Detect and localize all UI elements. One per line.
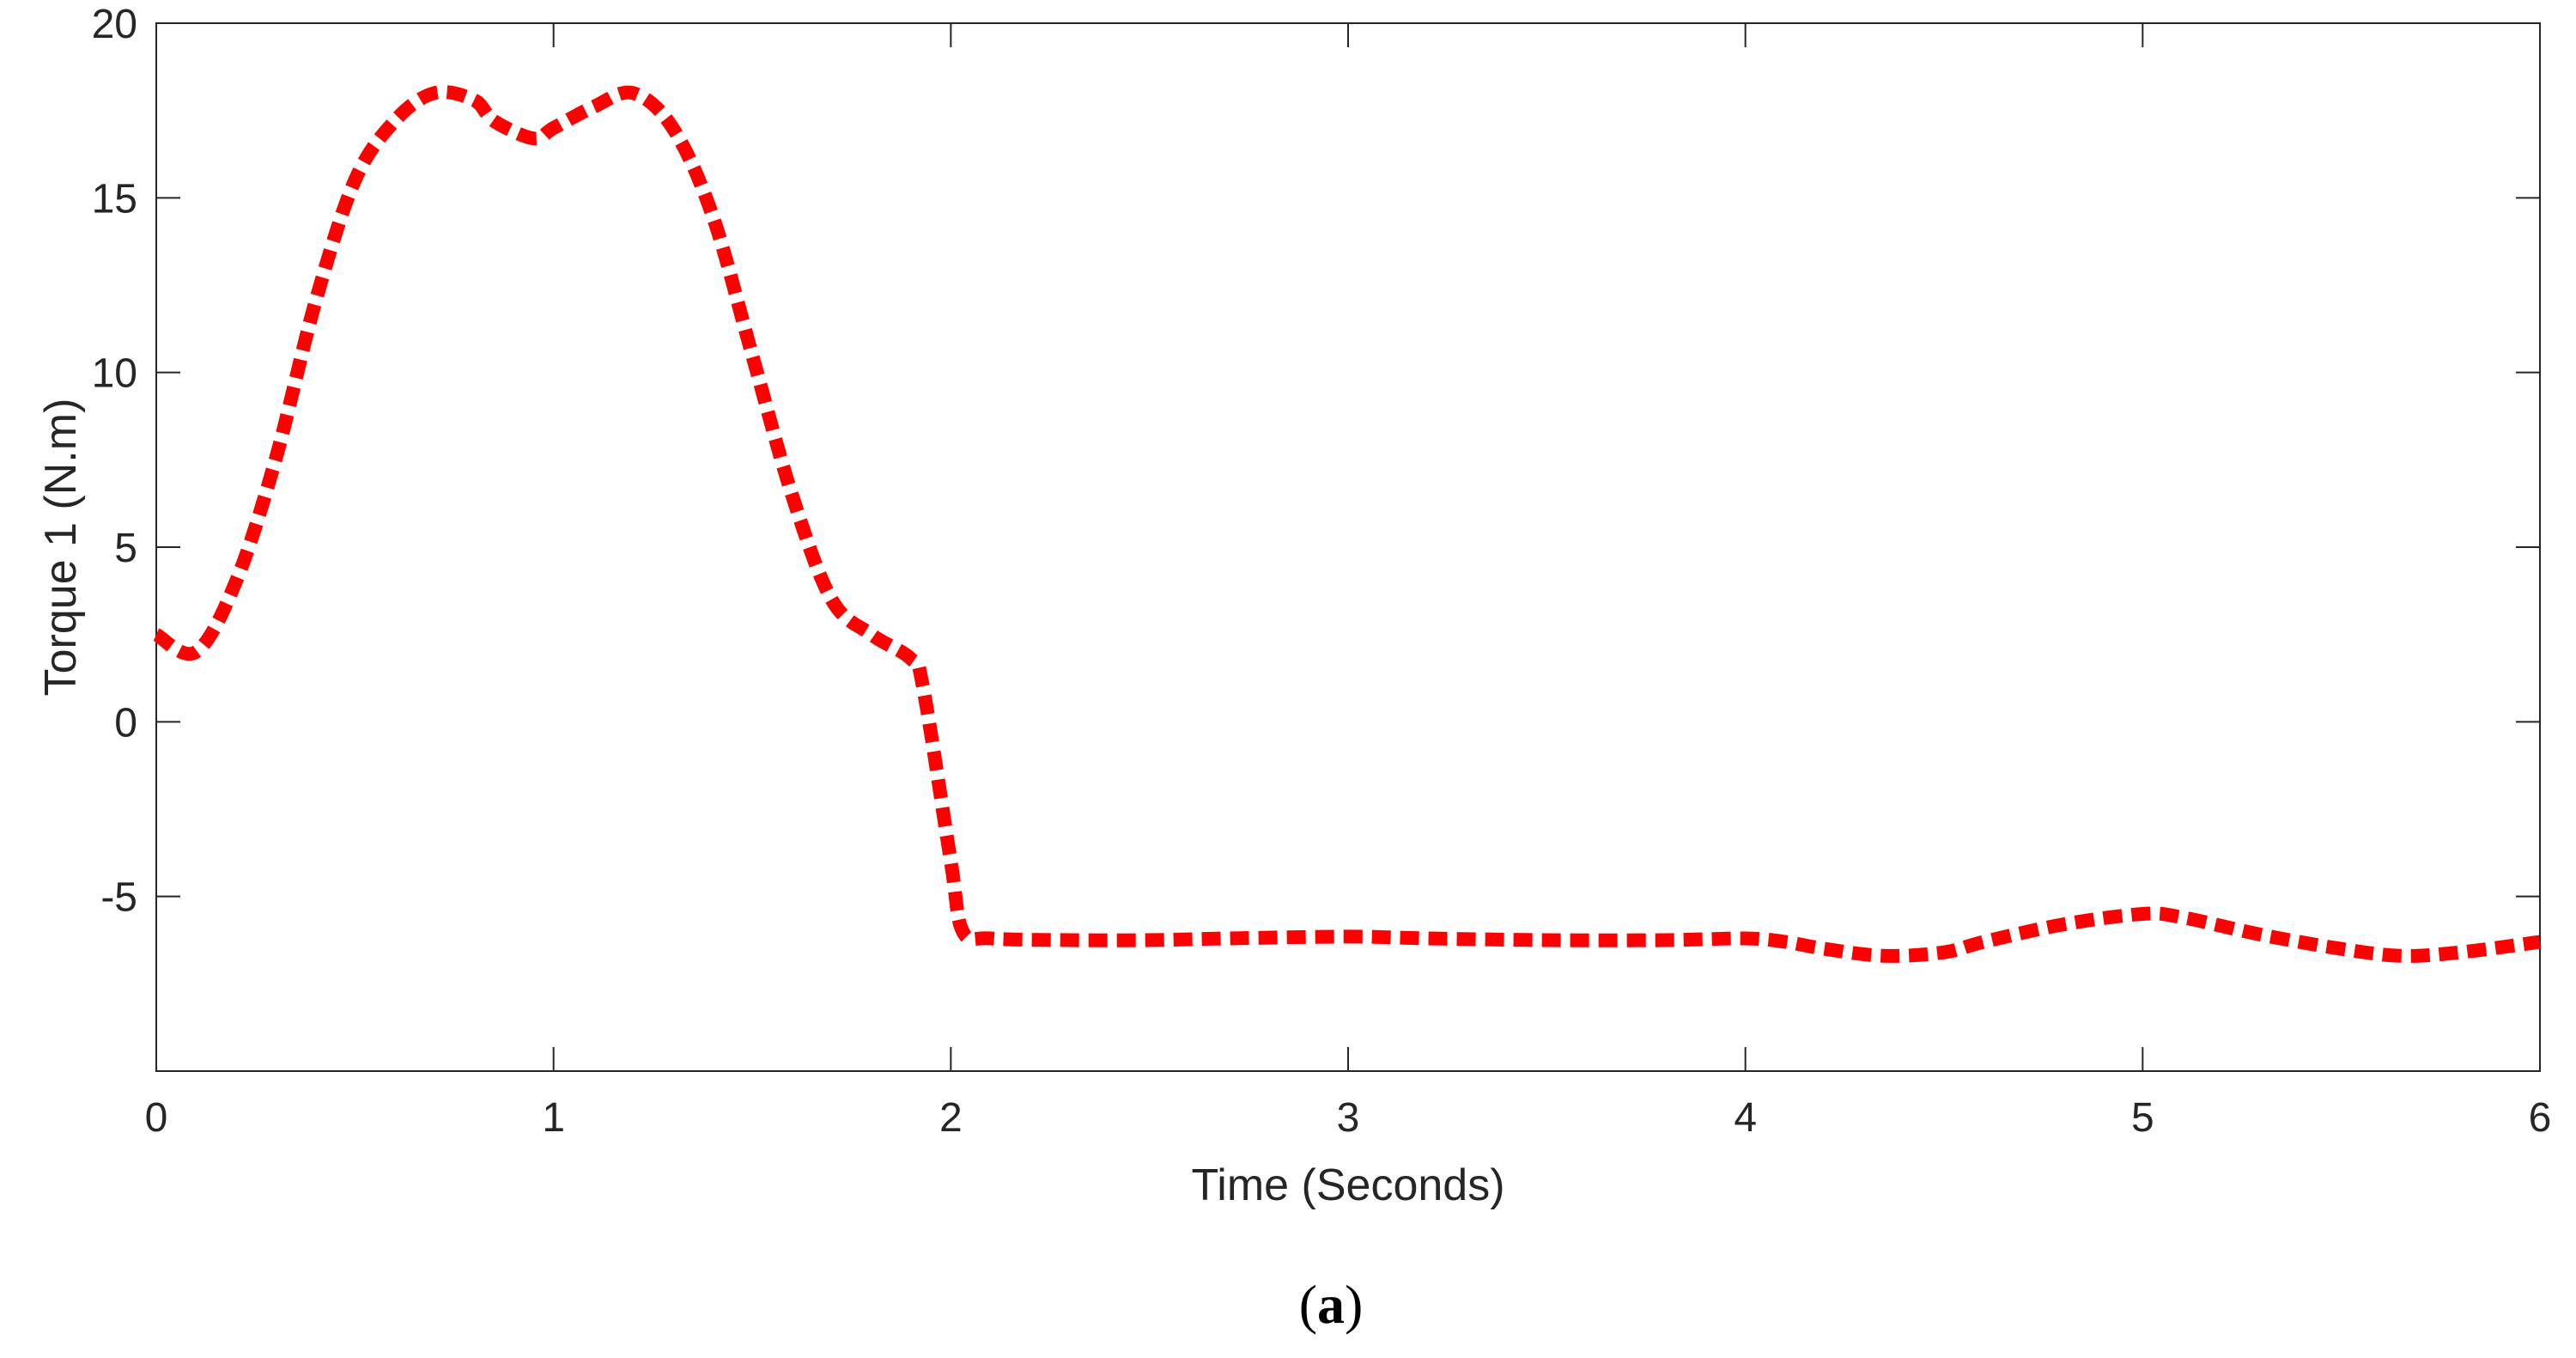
y-tick-label: 15: [92, 176, 137, 222]
series-group: [152, 85, 2542, 963]
y-tick-label: 5: [114, 526, 137, 571]
x-tick-label: 2: [939, 1095, 963, 1141]
plot-area-frame: [155, 22, 2541, 1072]
y-axis-label: Torque 1 (N.m): [36, 399, 86, 697]
y-tick-label: 10: [92, 351, 137, 397]
panel-label-open: (: [1299, 1274, 1317, 1335]
x-axis-label: Time (Seconds): [1191, 1160, 1504, 1210]
y-tick-label: 20: [92, 2, 137, 47]
x-tick-label: 1: [542, 1095, 565, 1141]
x-tick-label: 3: [1337, 1095, 1360, 1141]
x-tick-label: 0: [145, 1095, 168, 1141]
y-tick-label: 0: [114, 700, 137, 746]
panel-label-letter: a: [1317, 1274, 1345, 1335]
tick-marks: [155, 22, 2541, 1071]
y-tick-label: -5: [100, 875, 137, 921]
series-line-0: [152, 85, 2542, 963]
x-tick-label: 4: [1734, 1095, 1757, 1141]
x-tick-label: 6: [2529, 1095, 2552, 1141]
y-tick-labels: -5 0 5 10 15 20: [92, 2, 137, 921]
panel-label: (a): [1299, 1274, 1364, 1335]
x-tick-labels: 0 1 2 3 4 5 6: [145, 1095, 2552, 1141]
panel-label-close: ): [1345, 1274, 1363, 1335]
x-tick-label: 5: [2131, 1095, 2154, 1141]
